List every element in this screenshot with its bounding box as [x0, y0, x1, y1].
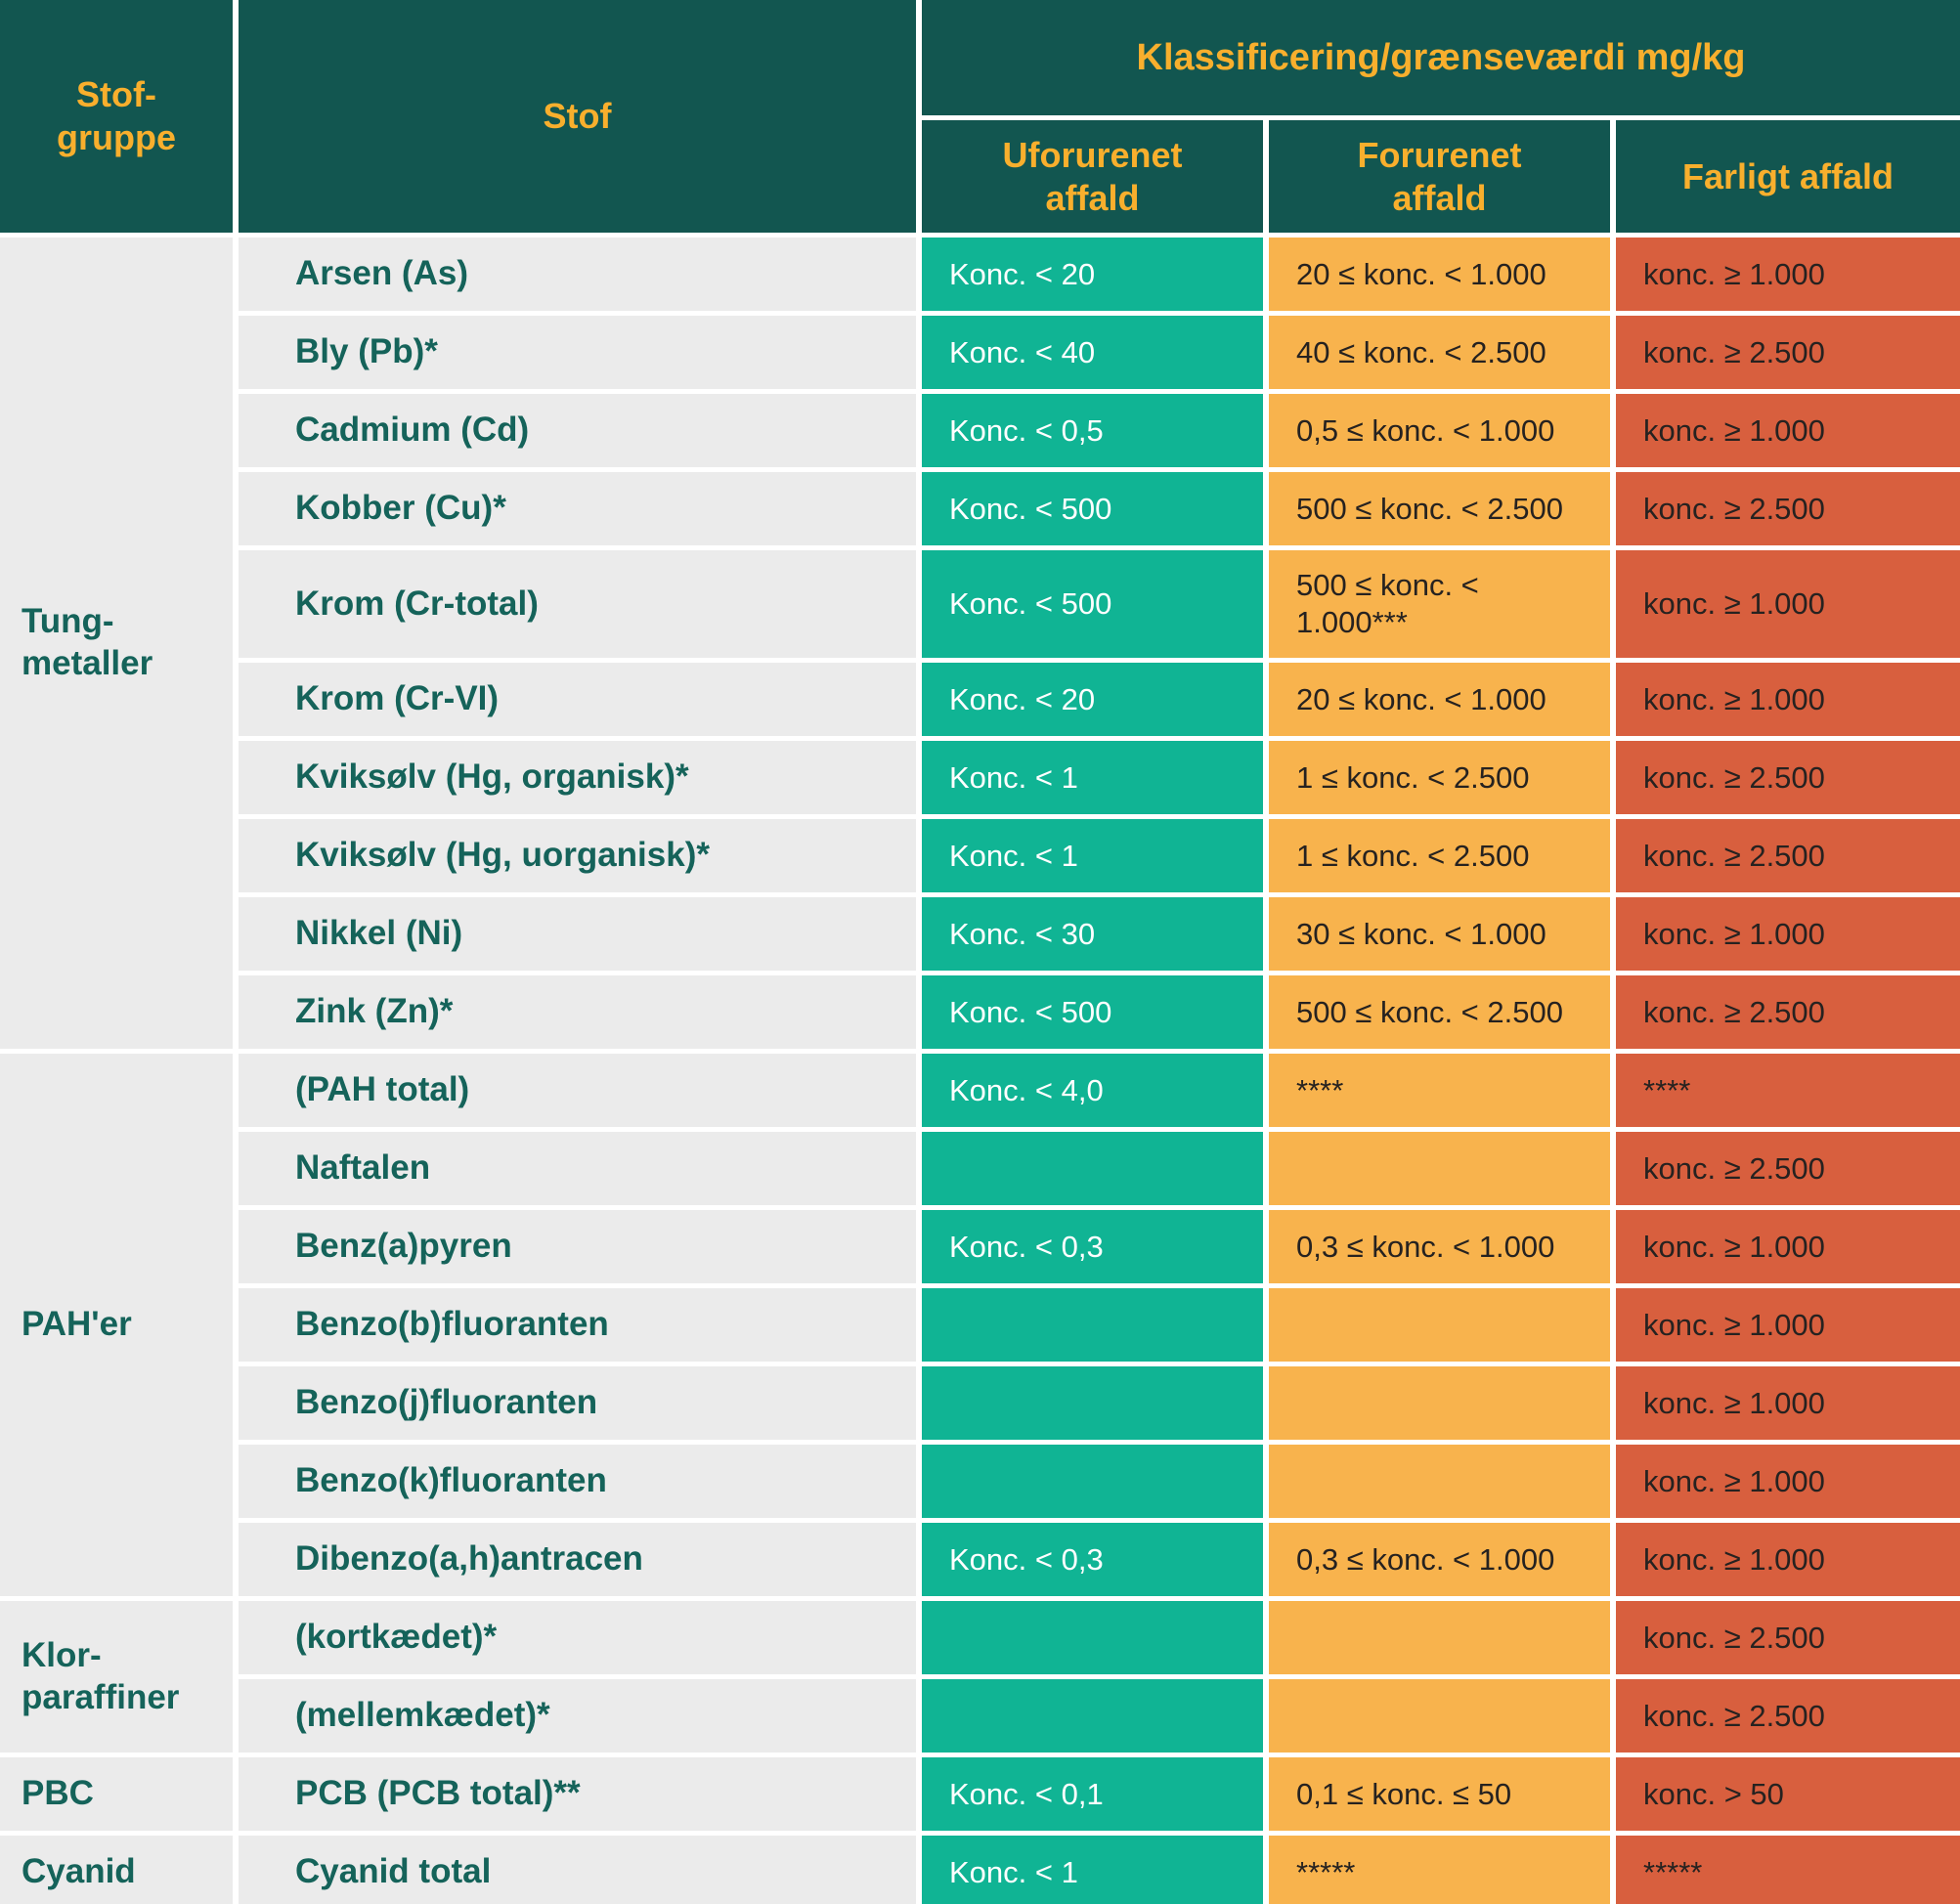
uforurenet-value-cell	[922, 1679, 1263, 1753]
forurenet-column-header: Forurenet affald	[1269, 120, 1610, 233]
uforurenet-value-cell	[922, 1288, 1263, 1362]
substance-cell: Bly (Pb)*	[239, 316, 916, 389]
substance-cell: Kviksølv (Hg, uorganisk)*	[239, 819, 916, 892]
farligt-column-header: Farligt affald	[1616, 120, 1960, 233]
substance-cell: Krom (Cr-VI)	[239, 663, 916, 736]
substance-cell: Naftalen	[239, 1132, 916, 1205]
uforurenet-value-cell: Konc. < 1	[922, 819, 1263, 892]
group-cell: PAH'er	[0, 1054, 233, 1596]
substance-cell: (PAH total)	[239, 1054, 916, 1127]
substance-cell: Benzo(j)fluoranten	[239, 1366, 916, 1440]
uforurenet-value-cell	[922, 1132, 1263, 1205]
forurenet-value-cell: 0,1 ≤ konc. ≤ 50	[1269, 1757, 1610, 1831]
farligt-value-cell: konc. ≥ 1.000	[1616, 663, 1960, 736]
forurenet-value-cell	[1269, 1679, 1610, 1753]
uforurenet-value-cell: Konc. < 1	[922, 1836, 1263, 1904]
farligt-value-cell: konc. ≥ 1.000	[1616, 1288, 1960, 1362]
uforurenet-value-cell: Konc. < 500	[922, 550, 1263, 658]
group-cell: Tung- metaller	[0, 238, 233, 1049]
group-cell: Klor- paraffiner	[0, 1601, 233, 1753]
farligt-value-cell: konc. ≥ 2.500	[1616, 819, 1960, 892]
uforurenet-value-cell: Konc. < 30	[922, 897, 1263, 971]
farligt-value-cell: konc. > 50	[1616, 1757, 1960, 1831]
forurenet-value-cell: 20 ≤ konc. < 1.000	[1269, 238, 1610, 311]
group-cell: Cyanid	[0, 1836, 233, 1904]
forurenet-value-cell: 1 ≤ konc. < 2.500	[1269, 819, 1610, 892]
group-cell: PBC	[0, 1757, 233, 1831]
substance-cell: Kviksølv (Hg, organisk)*	[239, 741, 916, 814]
farligt-value-cell: konc. ≥ 2.500	[1616, 1601, 1960, 1674]
uforurenet-value-cell: Konc. < 1	[922, 741, 1263, 814]
uforurenet-value-cell: Konc. < 4,0	[922, 1054, 1263, 1127]
uforurenet-value-cell: Konc. < 0,1	[922, 1757, 1263, 1831]
forurenet-value-cell: ****	[1269, 1054, 1610, 1127]
substance-cell: Arsen (As)	[239, 238, 916, 311]
forurenet-value-cell: 500 ≤ konc. < 2.500	[1269, 472, 1610, 545]
forurenet-value-cell	[1269, 1132, 1610, 1205]
forurenet-value-cell	[1269, 1366, 1610, 1440]
substance-cell: Cadmium (Cd)	[239, 394, 916, 467]
uforurenet-value-cell: Konc. < 40	[922, 316, 1263, 389]
forurenet-value-cell: 30 ≤ konc. < 1.000	[1269, 897, 1610, 971]
forurenet-value-cell	[1269, 1288, 1610, 1362]
stof-gruppe-column-header: Stof- gruppe	[0, 0, 233, 233]
substance-cell: (mellemkædet)*	[239, 1679, 916, 1753]
uforurenet-value-cell: Konc. < 20	[922, 663, 1263, 736]
substance-cell: PCB (PCB total)**	[239, 1757, 916, 1831]
substance-cell: Zink (Zn)*	[239, 975, 916, 1049]
forurenet-value-cell: 0,3 ≤ konc. < 1.000	[1269, 1210, 1610, 1283]
uforurenet-value-cell	[922, 1366, 1263, 1440]
uforurenet-value-cell: Konc. < 0,3	[922, 1210, 1263, 1283]
forurenet-value-cell: 500 ≤ konc. < 2.500	[1269, 975, 1610, 1049]
forurenet-value-cell: 500 ≤ konc. < 1.000***	[1269, 550, 1610, 658]
farligt-value-cell: konc. ≥ 2.500	[1616, 741, 1960, 814]
farligt-value-cell: konc. ≥ 1.000	[1616, 1210, 1960, 1283]
farligt-value-cell: konc. ≥ 1.000	[1616, 897, 1960, 971]
uforurenet-value-cell: Konc. < 500	[922, 472, 1263, 545]
farligt-value-cell: konc. ≥ 2.500	[1616, 1132, 1960, 1205]
substance-cell: (kortkædet)*	[239, 1601, 916, 1674]
uforurenet-value-cell: Konc. < 500	[922, 975, 1263, 1049]
farligt-value-cell: konc. ≥ 2.500	[1616, 1679, 1960, 1753]
substance-cell: Nikkel (Ni)	[239, 897, 916, 971]
forurenet-value-cell: 20 ≤ konc. < 1.000	[1269, 663, 1610, 736]
forurenet-value-cell	[1269, 1601, 1610, 1674]
farligt-value-cell: konc. ≥ 1.000	[1616, 1445, 1960, 1518]
uforurenet-value-cell	[922, 1445, 1263, 1518]
uforurenet-value-cell: Konc. < 0,5	[922, 394, 1263, 467]
substance-cell: Kobber (Cu)*	[239, 472, 916, 545]
forurenet-value-cell: 1 ≤ konc. < 2.500	[1269, 741, 1610, 814]
uforurenet-value-cell	[922, 1601, 1263, 1674]
stof-column-header: Stof	[239, 0, 916, 233]
forurenet-value-cell: *****	[1269, 1836, 1610, 1904]
substance-cell: Dibenzo(a,h)antracen	[239, 1523, 916, 1596]
uforurenet-value-cell: Konc. < 0,3	[922, 1523, 1263, 1596]
forurenet-value-cell	[1269, 1445, 1610, 1518]
substance-cell: Benzo(b)fluoranten	[239, 1288, 916, 1362]
substance-cell: Cyanid total	[239, 1836, 916, 1904]
farligt-value-cell: konc. ≥ 1.000	[1616, 550, 1960, 658]
forurenet-value-cell: 0,3 ≤ konc. < 1.000	[1269, 1523, 1610, 1596]
farligt-value-cell: konc. ≥ 1.000	[1616, 394, 1960, 467]
farligt-value-cell: ****	[1616, 1054, 1960, 1127]
farligt-value-cell: konc. ≥ 1.000	[1616, 1523, 1960, 1596]
substance-cell: Benzo(k)fluoranten	[239, 1445, 916, 1518]
farligt-value-cell: konc. ≥ 2.500	[1616, 316, 1960, 389]
farligt-value-cell: konc. ≥ 1.000	[1616, 238, 1960, 311]
forurenet-value-cell: 40 ≤ konc. < 2.500	[1269, 316, 1610, 389]
farligt-value-cell: konc. ≥ 2.500	[1616, 472, 1960, 545]
farligt-value-cell: konc. ≥ 1.000	[1616, 1366, 1960, 1440]
substance-cell: Krom (Cr-total)	[239, 550, 916, 658]
farligt-value-cell: konc. ≥ 2.500	[1616, 975, 1960, 1049]
classification-banner-header: Klassificering/grænseværdi mg/kg	[922, 0, 1960, 115]
uforurenet-value-cell: Konc. < 20	[922, 238, 1263, 311]
forurenet-value-cell: 0,5 ≤ konc. < 1.000	[1269, 394, 1610, 467]
uforurenet-column-header: Uforurenet affald	[922, 120, 1263, 233]
substance-cell: Benz(a)pyren	[239, 1210, 916, 1283]
farligt-value-cell: *****	[1616, 1836, 1960, 1904]
